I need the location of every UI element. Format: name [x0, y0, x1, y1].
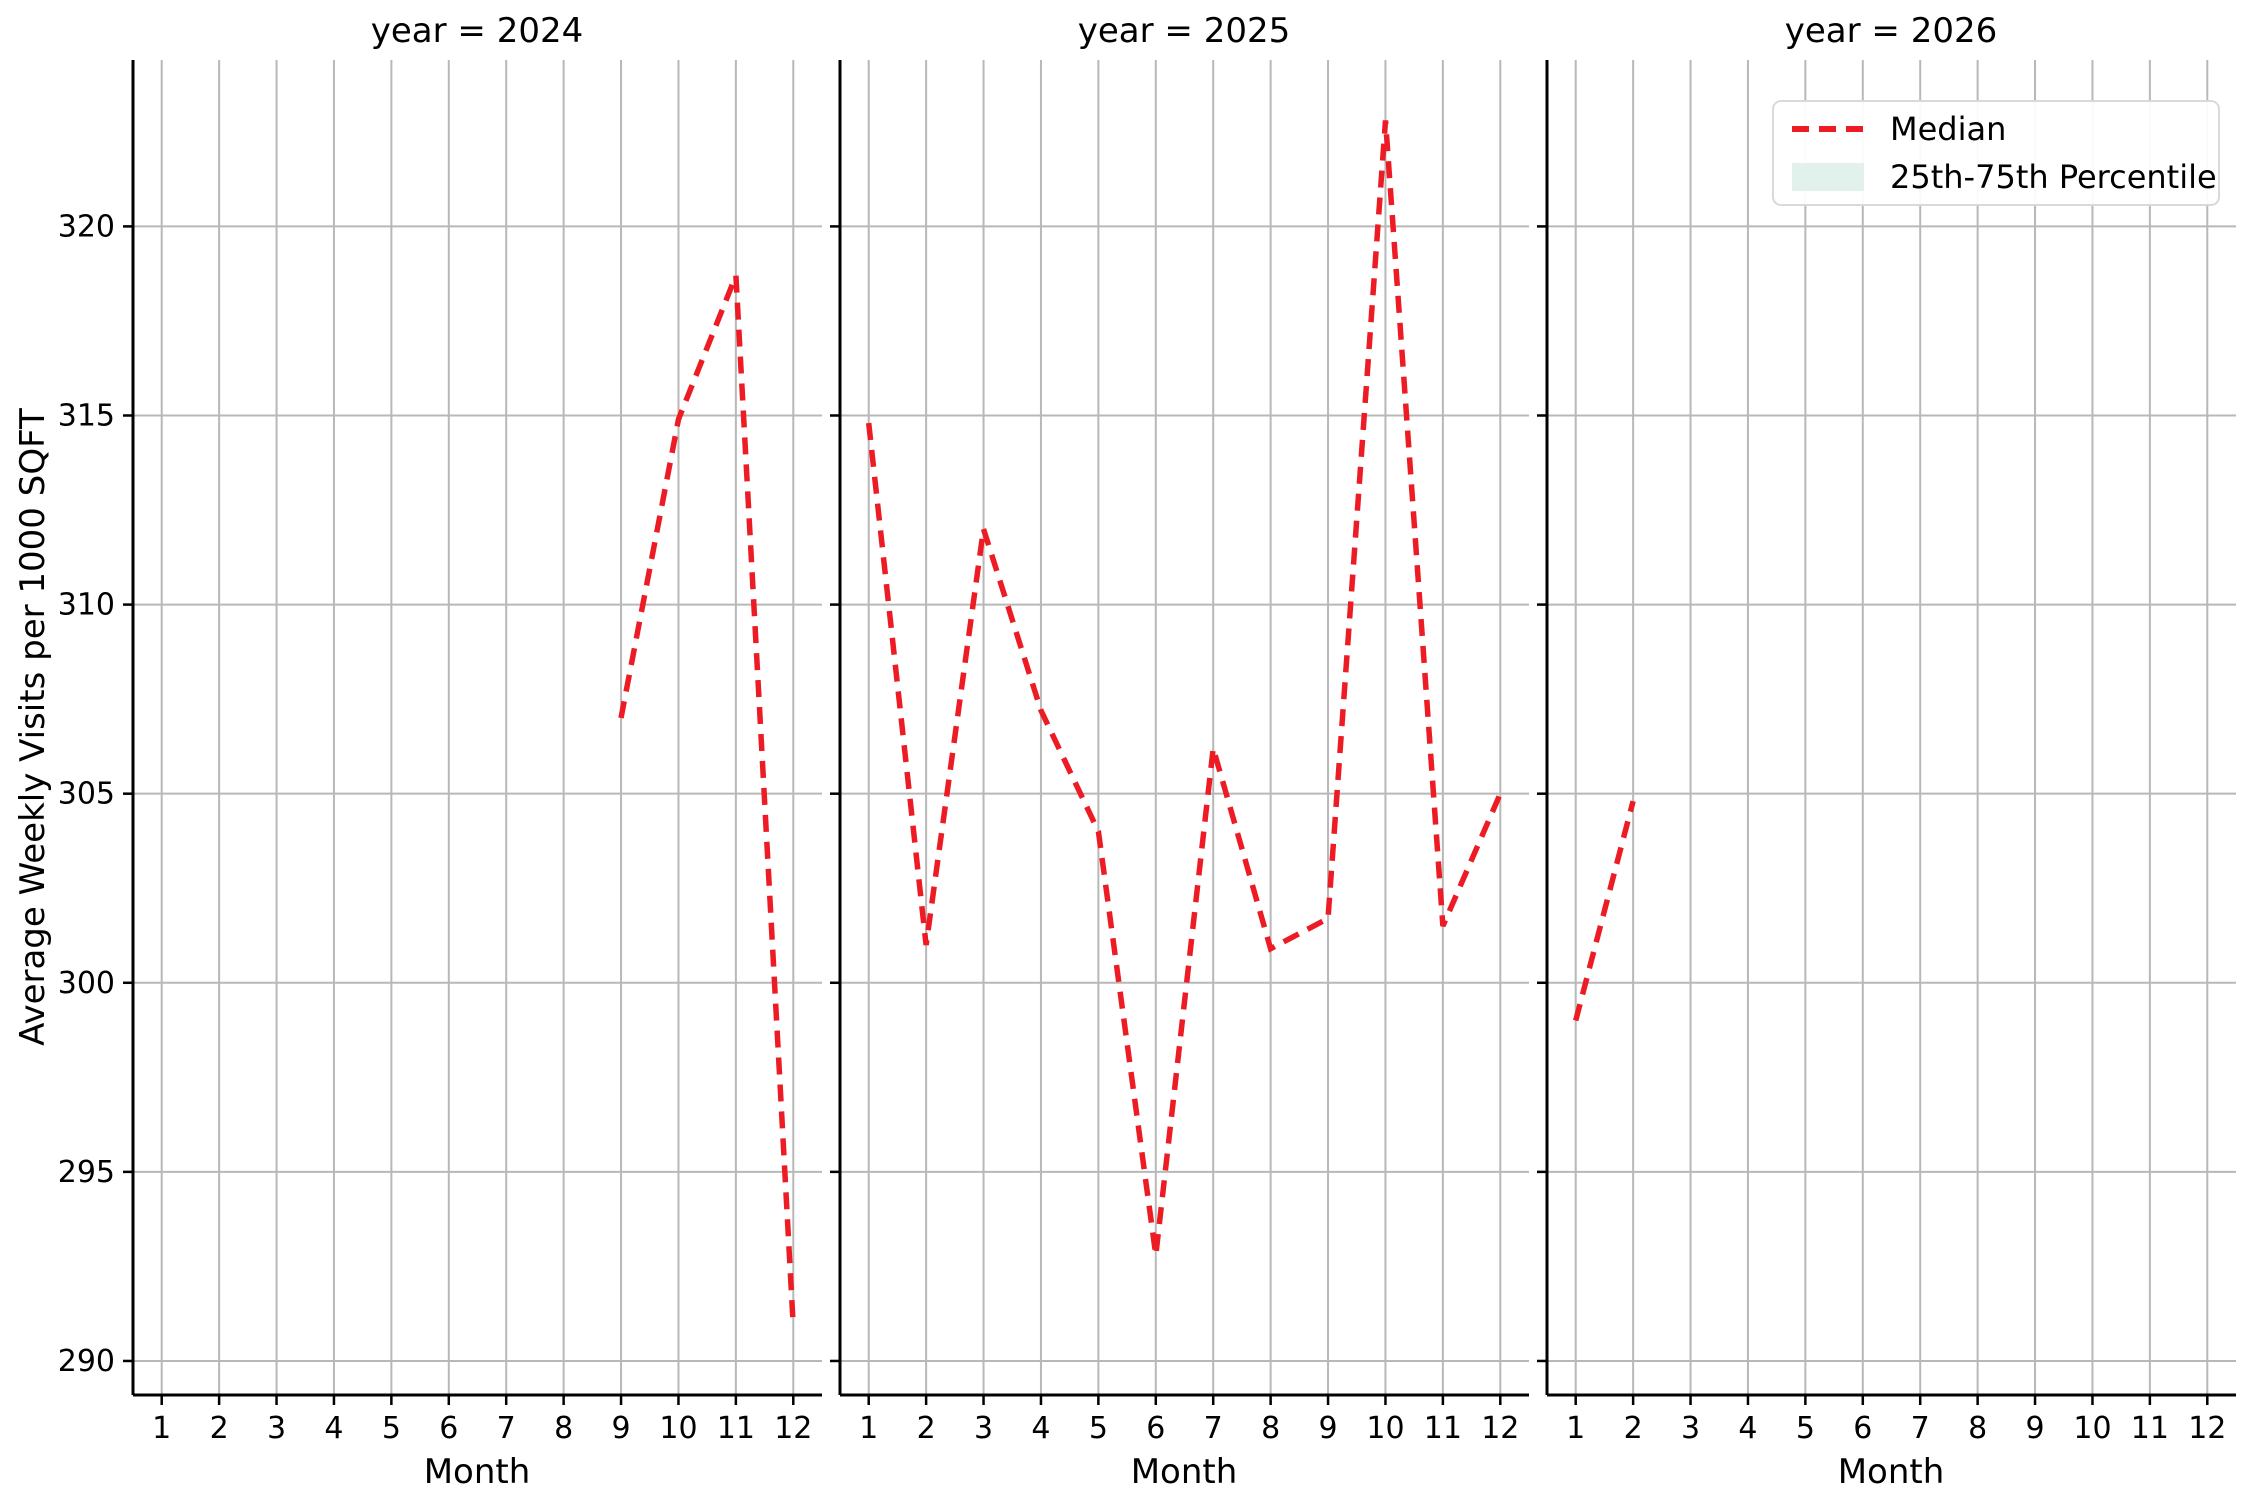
x-axis-title-panel3: Month	[1838, 1452, 1945, 1492]
median-line	[865, 120, 1503, 1256]
x-tick-label: 7	[1204, 1411, 1223, 1446]
x-tick-label: 9	[2025, 1411, 2044, 1446]
x-tick-label: 4	[324, 1411, 343, 1446]
x-axis-title-panel1: Month	[424, 1452, 531, 1492]
percentile-band-sample-icon	[1792, 163, 1864, 191]
x-tick-label: 1	[859, 1411, 878, 1446]
y-axis-title: Average Weekly Visits per 1000 SQFT	[13, 408, 53, 1046]
grid-layer	[133, 60, 2236, 1395]
y-tick-label: 310	[58, 588, 115, 623]
x-tick-label: 11	[717, 1411, 755, 1446]
x-tick-label: 10	[1366, 1411, 1404, 1446]
median-line	[618, 274, 797, 1328]
x-tick-label: 12	[774, 1411, 812, 1446]
x-tick-label: 10	[2073, 1411, 2111, 1446]
x-tick-label: 5	[1796, 1411, 1815, 1446]
x-tick-label: 4	[1031, 1411, 1050, 1446]
y-tick-label: 300	[58, 966, 115, 1001]
panel-title-2025: year = 2025	[1078, 11, 1290, 51]
x-tick-label: 11	[1424, 1411, 1462, 1446]
x-tick-label: 1	[1566, 1411, 1585, 1446]
x-tick-label: 11	[2131, 1411, 2169, 1446]
x-tick-label: 3	[267, 1411, 286, 1446]
x-tick-label: 3	[974, 1411, 993, 1446]
y-tick-label: 290	[58, 1344, 115, 1379]
x-tick-label: 2	[210, 1411, 229, 1446]
axes-layer	[123, 60, 2236, 1405]
x-tick-label: 3	[1681, 1411, 1700, 1446]
x-axis-title-panel2: Month	[1131, 1452, 1238, 1492]
x-tick-label: 10	[659, 1411, 697, 1446]
x-tick-label: 8	[1261, 1411, 1280, 1446]
x-tick-label: 7	[1911, 1411, 1930, 1446]
legend-label-median: Median	[1890, 110, 2007, 148]
x-tick-label: 7	[497, 1411, 516, 1446]
x-tick-label: 9	[1318, 1411, 1337, 1446]
y-tick-label: 320	[58, 209, 115, 244]
legend-label-percentile: 25th-75th Percentile	[1890, 158, 2217, 196]
x-tick-label: 12	[2188, 1411, 2226, 1446]
x-tick-label: 4	[1738, 1411, 1757, 1446]
panel-title-2024: year = 2024	[371, 11, 583, 51]
y-tick-label: 305	[58, 777, 115, 812]
legend: Median 25th-75th Percentile	[1772, 100, 2220, 206]
x-tick-label: 2	[1624, 1411, 1643, 1446]
y-tick-label: 295	[58, 1155, 115, 1190]
x-tick-label: 6	[1853, 1411, 1872, 1446]
median-line	[1573, 800, 1636, 1022]
panel-title-2026: year = 2026	[1785, 11, 1997, 51]
x-tick-label: 1	[152, 1411, 171, 1446]
x-tick-label: 12	[1481, 1411, 1519, 1446]
data-layer	[618, 120, 1636, 1328]
x-tick-label: 6	[439, 1411, 458, 1446]
legend-entry-median: Median	[1792, 110, 2200, 148]
x-tick-label: 6	[1146, 1411, 1165, 1446]
x-tick-label: 5	[382, 1411, 401, 1446]
x-tick-label: 8	[1968, 1411, 1987, 1446]
y-tick-label: 315	[58, 398, 115, 433]
x-tick-label: 8	[554, 1411, 573, 1446]
x-tick-label: 2	[917, 1411, 936, 1446]
legend-entry-percentile: 25th-75th Percentile	[1792, 158, 2217, 196]
median-dashed-line-sample-icon	[1792, 124, 1864, 134]
x-tick-label: 9	[611, 1411, 630, 1446]
x-tick-label: 5	[1089, 1411, 1108, 1446]
